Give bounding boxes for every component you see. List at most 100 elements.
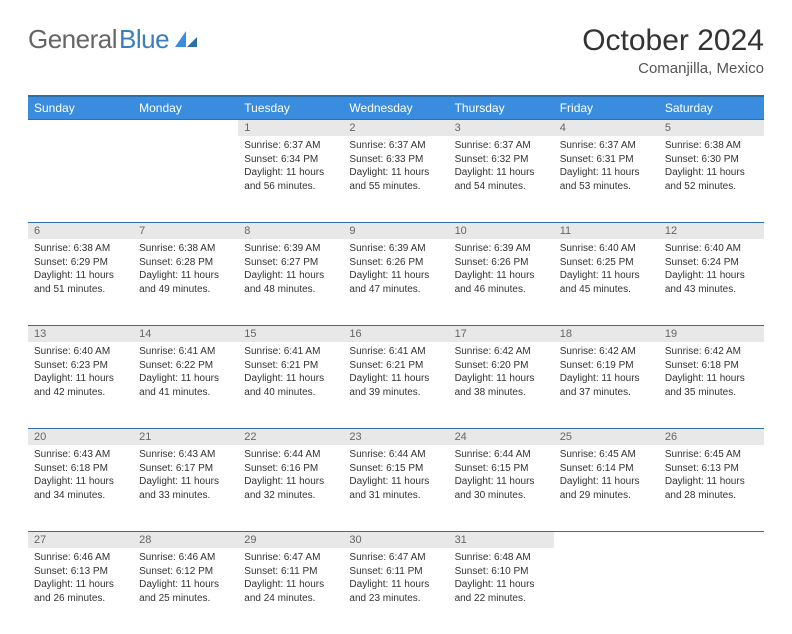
daylight-text-2: and 30 minutes. [455, 489, 548, 503]
day-cell: Sunrise: 6:43 AMSunset: 6:18 PMDaylight:… [28, 445, 133, 508]
daylight-text-2: and 39 minutes. [349, 386, 442, 400]
day-number: 8 [238, 222, 343, 239]
daylight-text-2: and 48 minutes. [244, 283, 337, 297]
day-cell: Sunrise: 6:38 AMSunset: 6:28 PMDaylight:… [133, 239, 238, 302]
sunrise-text: Sunrise: 6:40 AM [34, 345, 127, 359]
day-cell: Sunrise: 6:42 AMSunset: 6:18 PMDaylight:… [659, 342, 764, 405]
day-cell [28, 136, 133, 145]
daylight-text-2: and 54 minutes. [455, 180, 548, 194]
daylight-text-1: Daylight: 11 hours [34, 372, 127, 386]
day-number [133, 119, 238, 136]
weekday-header: Sunday [28, 96, 133, 119]
day-number: 20 [28, 428, 133, 445]
daylight-text-2: and 37 minutes. [560, 386, 653, 400]
day-number: 29 [238, 531, 343, 548]
sunrise-text: Sunrise: 6:45 AM [665, 448, 758, 462]
sunrise-text: Sunrise: 6:42 AM [665, 345, 758, 359]
daylight-text-1: Daylight: 11 hours [560, 269, 653, 283]
brand-word-1: General [28, 24, 117, 55]
day-cell: Sunrise: 6:48 AMSunset: 6:10 PMDaylight:… [449, 548, 554, 611]
weekday-header: Wednesday [343, 96, 448, 119]
day-cell: Sunrise: 6:45 AMSunset: 6:13 PMDaylight:… [659, 445, 764, 508]
day-number: 1 [238, 119, 343, 136]
sunset-text: Sunset: 6:26 PM [349, 256, 442, 270]
sunset-text: Sunset: 6:20 PM [455, 359, 548, 373]
daylight-text-2: and 45 minutes. [560, 283, 653, 297]
day-cell [659, 548, 764, 557]
sunrise-text: Sunrise: 6:42 AM [455, 345, 548, 359]
daylight-text-1: Daylight: 11 hours [139, 578, 232, 592]
daylight-text-1: Daylight: 11 hours [139, 372, 232, 386]
day-cell: Sunrise: 6:38 AMSunset: 6:29 PMDaylight:… [28, 239, 133, 302]
sunrise-text: Sunrise: 6:40 AM [665, 242, 758, 256]
sunset-text: Sunset: 6:25 PM [560, 256, 653, 270]
daylight-text-2: and 40 minutes. [244, 386, 337, 400]
weekday-header: Tuesday [238, 96, 343, 119]
sunset-text: Sunset: 6:13 PM [34, 565, 127, 579]
day-cell: Sunrise: 6:40 AMSunset: 6:23 PMDaylight:… [28, 342, 133, 405]
daylight-text-2: and 24 minutes. [244, 592, 337, 606]
daylight-text-1: Daylight: 11 hours [349, 269, 442, 283]
day-cell: Sunrise: 6:44 AMSunset: 6:15 PMDaylight:… [343, 445, 448, 508]
day-number: 31 [449, 531, 554, 548]
sunset-text: Sunset: 6:18 PM [665, 359, 758, 373]
sunset-text: Sunset: 6:24 PM [665, 256, 758, 270]
day-number: 6 [28, 222, 133, 239]
sunset-text: Sunset: 6:21 PM [244, 359, 337, 373]
sunrise-text: Sunrise: 6:37 AM [560, 139, 653, 153]
day-cell [133, 136, 238, 145]
day-number: 23 [343, 428, 448, 445]
sunset-text: Sunset: 6:13 PM [665, 462, 758, 476]
daylight-text-2: and 33 minutes. [139, 489, 232, 503]
daylight-text-1: Daylight: 11 hours [455, 475, 548, 489]
location-text: Comanjilla, Mexico [582, 60, 764, 77]
day-number: 13 [28, 325, 133, 342]
day-number: 11 [554, 222, 659, 239]
weekday-header: Thursday [449, 96, 554, 119]
sunrise-text: Sunrise: 6:39 AM [455, 242, 548, 256]
daylight-text-1: Daylight: 11 hours [244, 372, 337, 386]
daylight-text-2: and 47 minutes. [349, 283, 442, 297]
daylight-text-1: Daylight: 11 hours [455, 578, 548, 592]
daylight-text-1: Daylight: 11 hours [349, 166, 442, 180]
daylight-text-1: Daylight: 11 hours [665, 269, 758, 283]
brand-word-2: Blue [119, 24, 169, 55]
sunrise-text: Sunrise: 6:37 AM [244, 139, 337, 153]
daylight-text-2: and 43 minutes. [665, 283, 758, 297]
day-cell: Sunrise: 6:38 AMSunset: 6:30 PMDaylight:… [659, 136, 764, 199]
sunset-text: Sunset: 6:22 PM [139, 359, 232, 373]
daylight-text-2: and 49 minutes. [139, 283, 232, 297]
day-number: 25 [554, 428, 659, 445]
sunrise-text: Sunrise: 6:43 AM [139, 448, 232, 462]
day-number: 26 [659, 428, 764, 445]
weekday-header: Monday [133, 96, 238, 119]
sunset-text: Sunset: 6:18 PM [34, 462, 127, 476]
sunrise-text: Sunrise: 6:39 AM [244, 242, 337, 256]
page-header: General Blue October 2024 Comanjilla, Me… [28, 24, 764, 77]
sunset-text: Sunset: 6:31 PM [560, 153, 653, 167]
daylight-text-1: Daylight: 11 hours [560, 475, 653, 489]
daylight-text-1: Daylight: 11 hours [34, 475, 127, 489]
daylight-text-1: Daylight: 11 hours [244, 578, 337, 592]
sunrise-text: Sunrise: 6:46 AM [34, 551, 127, 565]
daylight-text-1: Daylight: 11 hours [244, 269, 337, 283]
daylight-text-1: Daylight: 11 hours [665, 166, 758, 180]
sunset-text: Sunset: 6:15 PM [455, 462, 548, 476]
day-number: 5 [659, 119, 764, 136]
day-cell: Sunrise: 6:37 AMSunset: 6:33 PMDaylight:… [343, 136, 448, 199]
daylight-text-2: and 51 minutes. [34, 283, 127, 297]
sunset-text: Sunset: 6:27 PM [244, 256, 337, 270]
sunrise-text: Sunrise: 6:41 AM [139, 345, 232, 359]
day-cell: Sunrise: 6:40 AMSunset: 6:24 PMDaylight:… [659, 239, 764, 302]
day-cell [554, 548, 659, 557]
day-cell: Sunrise: 6:44 AMSunset: 6:15 PMDaylight:… [449, 445, 554, 508]
day-cell: Sunrise: 6:39 AMSunset: 6:26 PMDaylight:… [343, 239, 448, 302]
calendar-header-row: SundayMondayTuesdayWednesdayThursdayFrid… [28, 96, 764, 119]
daylight-text-1: Daylight: 11 hours [665, 372, 758, 386]
daylight-text-2: and 52 minutes. [665, 180, 758, 194]
title-block: October 2024 Comanjilla, Mexico [582, 24, 764, 77]
day-number: 15 [238, 325, 343, 342]
daylight-text-2: and 42 minutes. [34, 386, 127, 400]
sunrise-text: Sunrise: 6:41 AM [244, 345, 337, 359]
daylight-text-1: Daylight: 11 hours [665, 475, 758, 489]
